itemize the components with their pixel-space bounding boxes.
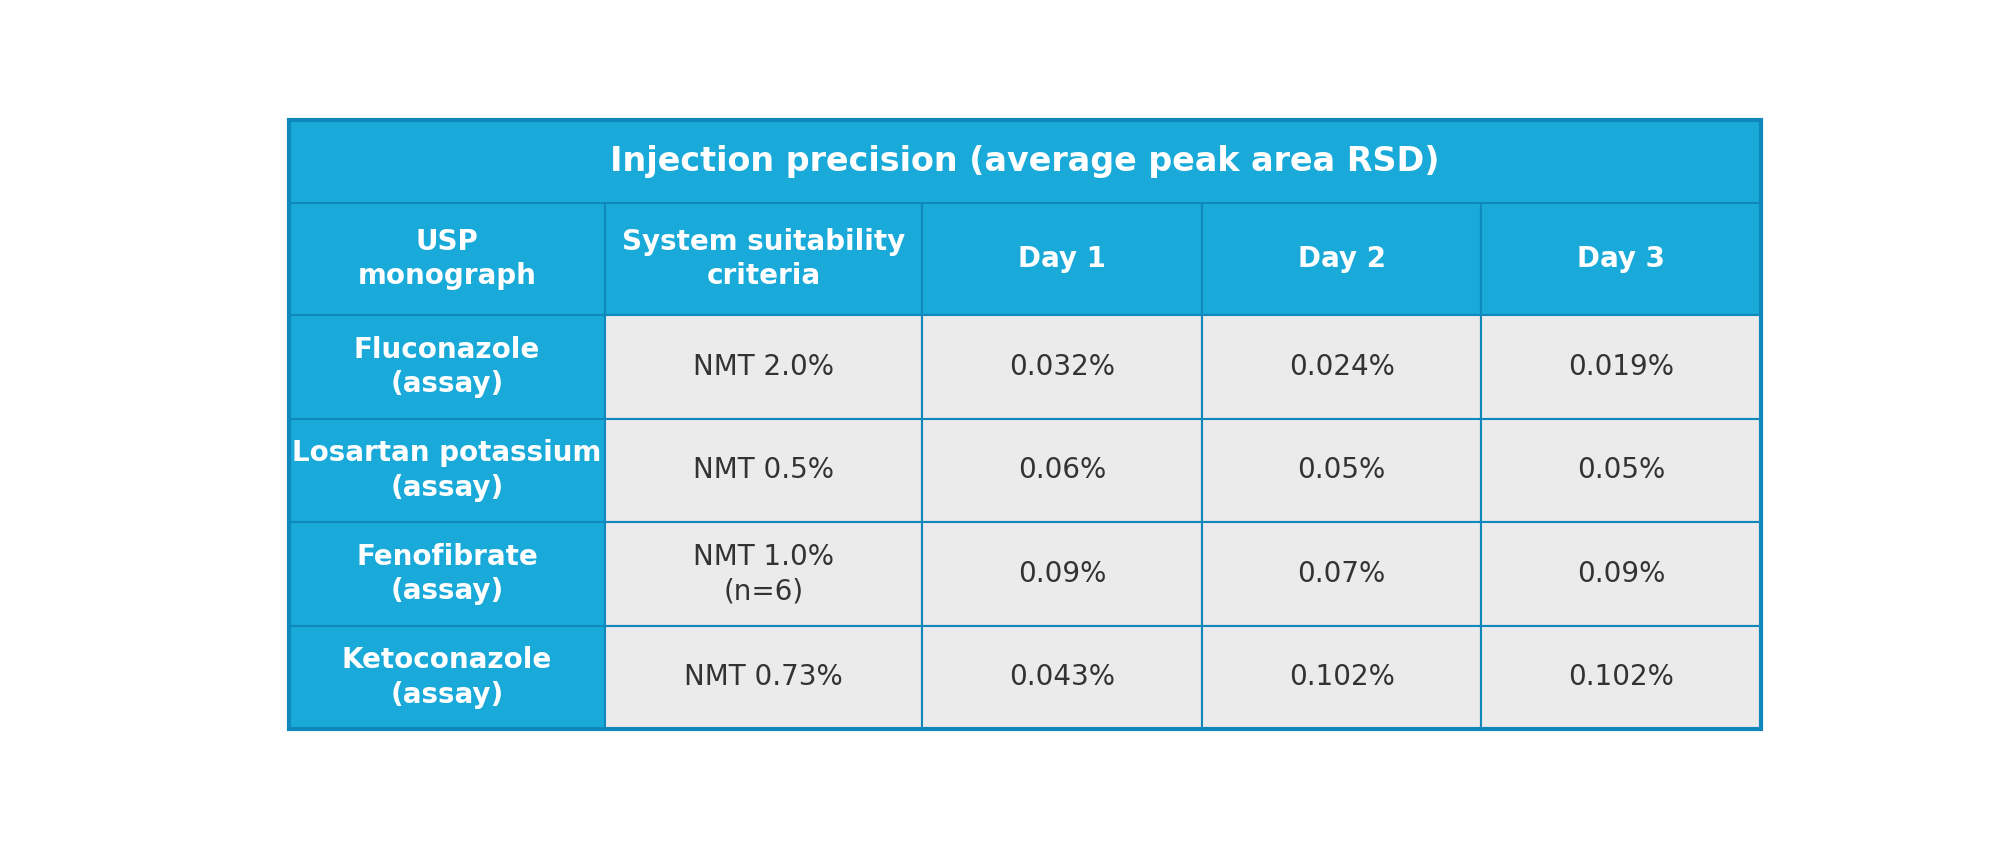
Bar	[922, 315, 1202, 419]
Text: Fluconazole
(assay): Fluconazole (assay)	[354, 336, 540, 398]
Text: 0.102%: 0.102%	[1568, 664, 1674, 691]
Bar	[922, 626, 1202, 729]
Bar	[288, 120, 1762, 203]
Bar	[606, 203, 922, 315]
Bar	[1202, 419, 1482, 522]
Text: Day 2: Day 2	[1298, 245, 1386, 272]
Bar	[1482, 419, 1762, 522]
Text: 0.024%: 0.024%	[1288, 353, 1394, 381]
Text: 0.05%: 0.05%	[1298, 457, 1386, 484]
Bar	[288, 522, 606, 626]
Bar	[606, 419, 922, 522]
Text: Ketoconazole
(assay): Ketoconazole (assay)	[342, 646, 552, 709]
Text: NMT 0.73%: NMT 0.73%	[684, 664, 844, 691]
Text: USP
monograph: USP monograph	[358, 228, 536, 290]
Bar	[1482, 315, 1762, 419]
Bar	[922, 419, 1202, 522]
Bar	[288, 626, 606, 729]
Text: 0.07%: 0.07%	[1298, 560, 1386, 588]
Text: Injection precision (average peak area RSD): Injection precision (average peak area R…	[610, 145, 1440, 178]
Bar	[1482, 203, 1762, 315]
Text: Day 1: Day 1	[1018, 245, 1106, 272]
Text: Losartan potassium
(assay): Losartan potassium (assay)	[292, 439, 602, 502]
Text: System suitability
criteria: System suitability criteria	[622, 228, 906, 290]
Text: 0.032%: 0.032%	[1008, 353, 1114, 381]
Bar	[288, 419, 606, 522]
Bar	[1482, 626, 1762, 729]
Text: 0.043%: 0.043%	[1008, 664, 1114, 691]
Bar	[606, 315, 922, 419]
Bar	[922, 522, 1202, 626]
Bar	[1202, 522, 1482, 626]
Bar	[1202, 315, 1482, 419]
Bar	[606, 626, 922, 729]
Bar	[606, 522, 922, 626]
Bar	[288, 315, 606, 419]
Text: 0.05%: 0.05%	[1578, 457, 1666, 484]
Text: NMT 1.0%
(n=6): NMT 1.0% (n=6)	[694, 542, 834, 606]
Text: 0.06%: 0.06%	[1018, 457, 1106, 484]
Text: NMT 0.5%: NMT 0.5%	[694, 457, 834, 484]
Text: 0.09%: 0.09%	[1018, 560, 1106, 588]
Text: 0.102%: 0.102%	[1288, 664, 1394, 691]
Bar	[288, 203, 606, 315]
Text: 0.09%: 0.09%	[1578, 560, 1666, 588]
Text: 0.019%: 0.019%	[1568, 353, 1674, 381]
Bar	[1482, 522, 1762, 626]
Bar	[922, 203, 1202, 315]
Bar	[1202, 626, 1482, 729]
Text: Day 3: Day 3	[1578, 245, 1666, 272]
Text: NMT 2.0%: NMT 2.0%	[694, 353, 834, 381]
Bar	[1202, 203, 1482, 315]
Text: Fenofibrate
(assay): Fenofibrate (assay)	[356, 542, 538, 606]
